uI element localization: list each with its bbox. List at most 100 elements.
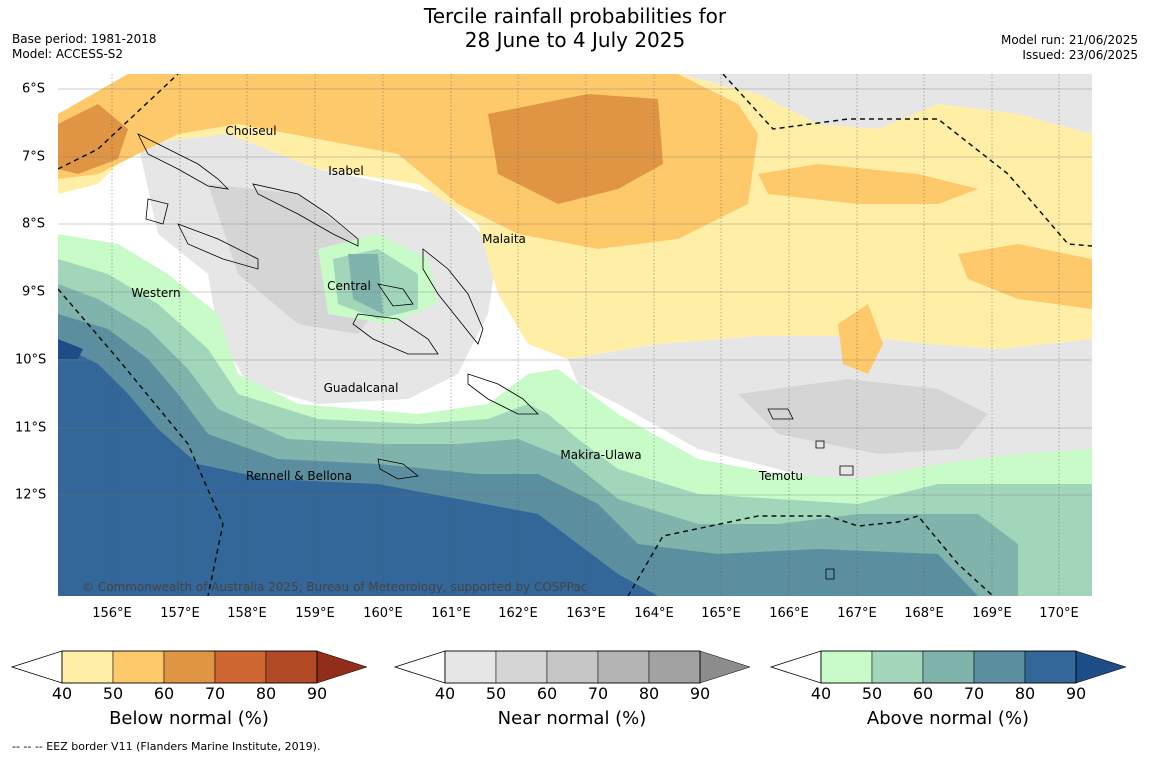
cb-near-label-70: 70 [587,684,609,703]
x-tick-157: 157°E [160,606,200,621]
region-label-makira-ulawa: Makira-Ulawa [560,448,642,462]
colorbar-above-normal [769,650,1127,684]
colorbar-above-40 [820,650,873,684]
cb-above-title: Above normal (%) [866,708,1030,729]
colorbars [10,650,1127,684]
cb-above-label-90: 90 [1065,684,1087,703]
region-label-isabel: Isabel [328,164,364,178]
cb-below-label-80: 80 [255,684,277,703]
colorbar-below-under [10,650,63,684]
colorbar-above-80 [1024,650,1077,684]
colorbar-below-80 [265,650,318,684]
region-label-guadalcanal: Guadalcanal [323,381,399,395]
x-tick-170: 170°E [1039,606,1079,621]
y-tick-9s: 9°S [22,284,46,300]
latitude-lines [58,88,1092,496]
y-tick-10s: 10°S [15,352,47,368]
island-new-georgia [177,223,259,270]
colorbar-below-60 [163,650,216,684]
y-tick-11s: 11°S [15,420,47,436]
colorbar-below-70 [214,650,267,684]
islands [137,133,854,580]
x-tick-162: 162°E [498,606,538,621]
cb-below-title: Below normal (%) [109,708,269,729]
colorbar-near-50 [495,650,548,684]
map-svg [58,74,1092,596]
cb-near-label-40: 40 [434,684,456,703]
island-malaita [422,248,484,345]
cb-near-label-80: 80 [638,684,660,703]
x-tick-169: 169°E [972,606,1012,621]
x-tick-164: 164°E [634,606,674,621]
colorbar-near-70 [597,650,650,684]
island-santa-cruz [767,408,794,420]
above-normal-area-80 [58,344,658,596]
island-guadalcanal [352,313,439,355]
colorbar-below-normal [10,650,368,684]
colorbar-near-40 [444,650,497,684]
island-florida [377,283,414,307]
map-title-line2: 28 June to 4 July 2025 [464,28,686,52]
base-period: Base period: 1981-2018 [12,32,157,46]
x-tick-161: 161°E [431,606,471,621]
x-tick-158: 158°E [227,606,267,621]
cb-above-label-80: 80 [1014,684,1036,703]
cb-above-label-70: 70 [963,684,985,703]
colorbar-near-60 [546,650,599,684]
island-isabel [252,183,359,247]
cb-above-label-60: 60 [912,684,934,703]
island-utupua [815,440,825,449]
near-normal-darker-east [738,379,988,454]
model-name: Model: ACCESS-S2 [12,47,124,61]
eez-footnote: -- -- -- EEZ border V11 (Flanders Marine… [12,740,321,753]
x-tick-163: 163°E [566,606,606,621]
island-rennell [377,458,419,480]
y-tick-6s: 6°S [22,81,46,97]
x-tick-167: 167°E [837,606,877,621]
x-tick-159: 159°E [295,606,335,621]
cb-near-label-50: 50 [485,684,507,703]
colorbar-below-50 [112,650,165,684]
colorbar-above-70 [973,650,1026,684]
cb-near-label-90: 90 [689,684,711,703]
region-label-central: Central [327,279,371,293]
island-tikopia [825,568,835,580]
region-label-temotu: Temotu [758,469,804,483]
colorbar-above-over [1075,650,1127,684]
below-normal-area-east-50 [758,164,978,204]
below-normal-area-60 [488,94,663,204]
y-tick-8s: 8°S [22,216,46,232]
cb-near-title: Near normal (%) [497,708,647,729]
cb-below-label-60: 60 [153,684,175,703]
colorbar-near-80 [648,650,701,684]
x-tick-166: 166°E [769,606,809,621]
below-normal-area-se-50 [958,244,1092,309]
probability-map: Choiseul Isabel Malaita Central Western … [58,74,1092,596]
x-tick-168: 168°E [904,606,944,621]
cb-below-label-40: 40 [51,684,73,703]
cb-above-label-50: 50 [861,684,883,703]
island-makira [467,373,539,415]
cb-near-label-60: 60 [536,684,558,703]
cb-below-label-50: 50 [102,684,124,703]
x-tick-156: 156°E [92,606,132,621]
island-vanikoro [839,465,854,476]
colorbar-below-over [316,650,368,684]
island-choiseul [137,133,230,190]
cb-below-label-70: 70 [204,684,226,703]
colorbar-below-40 [61,650,114,684]
region-label-rennell-bellona: Rennell & Bellona [245,469,353,483]
above-normal-area-90 [58,339,83,359]
y-tick-12s: 12°S [15,487,47,503]
copyright-notice: © Commonwealth of Australia 2025, Bureau… [82,580,588,594]
cb-above-label-40: 40 [810,684,832,703]
colorbar-near-over [699,650,751,684]
colorbar-near-under [393,650,446,684]
colorbar-above-under [769,650,822,684]
eez-border [58,74,1092,596]
below-normal-area-islet-50 [838,304,883,374]
colorbar-above-60 [922,650,975,684]
region-label-western: Western [131,286,181,300]
region-label-malaita: Malaita [482,232,526,246]
below-normal-area-west-60 [58,104,128,174]
